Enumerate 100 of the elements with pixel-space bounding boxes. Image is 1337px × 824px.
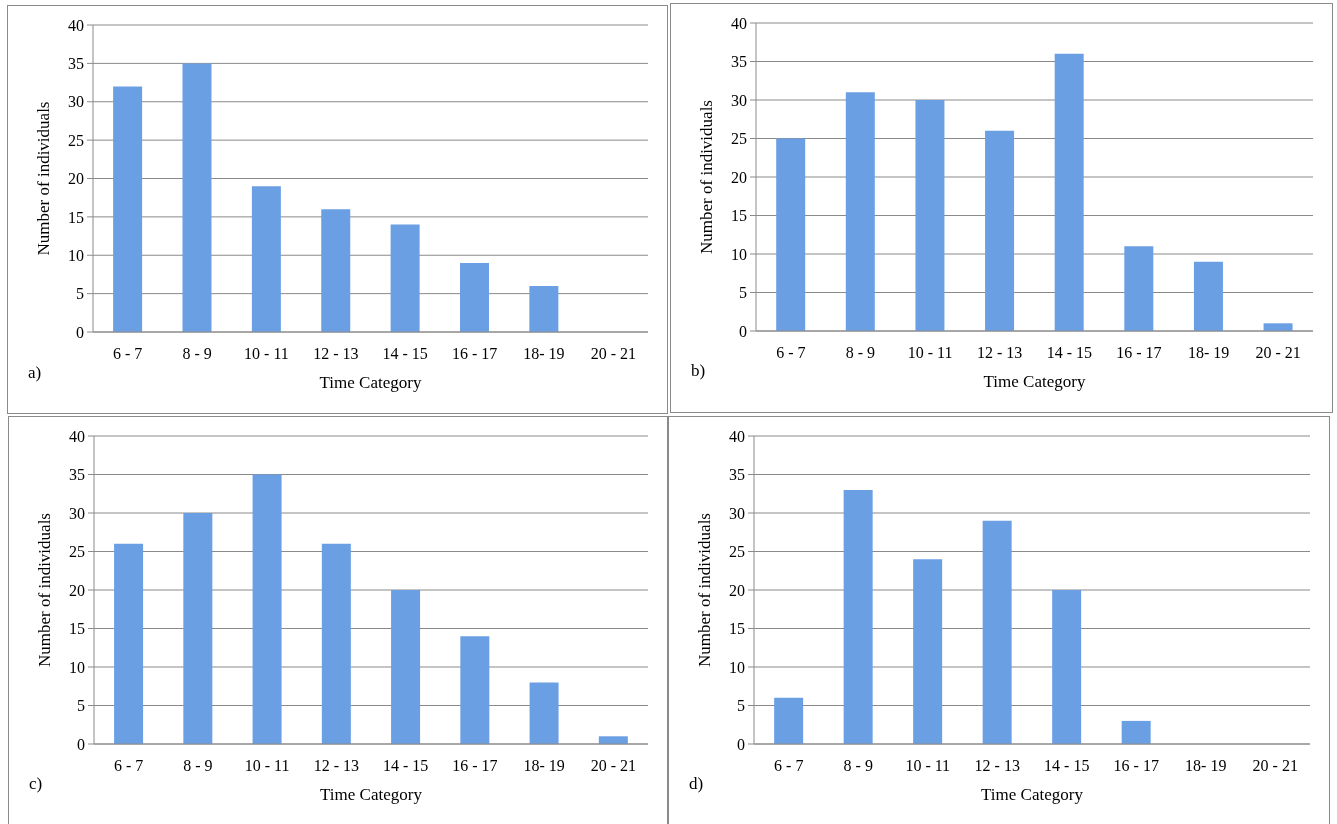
y-tick-label: 5 — [76, 285, 84, 303]
y-tick-label: 35 — [729, 466, 745, 484]
bar — [843, 489, 873, 744]
y-tick-label: 0 — [76, 323, 84, 341]
y-tick-label: 10 — [68, 246, 84, 264]
bar — [114, 543, 144, 744]
x-tick-label: 6 - 7 — [774, 757, 804, 775]
y-axis-title: Number of individuals — [696, 100, 716, 254]
x-axis-title: Time Category — [981, 785, 1084, 804]
y-tick-label: 20 — [729, 581, 745, 599]
y-tick-label: 40 — [69, 427, 85, 445]
x-tick-label: 20 - 21 — [1255, 344, 1301, 362]
bar — [985, 130, 1015, 331]
x-tick-label: 12 - 13 — [313, 345, 359, 363]
bar — [251, 186, 281, 332]
y-tick-label: 10 — [729, 658, 745, 676]
x-tick-label: 10 - 11 — [905, 757, 951, 775]
y-tick-label: 10 — [731, 245, 747, 263]
bar — [529, 285, 559, 332]
x-tick-label: 6 - 7 — [776, 344, 806, 362]
bar — [598, 736, 628, 744]
y-tick-label: 20 — [731, 168, 747, 186]
x-axis-title: Time Category — [319, 373, 422, 392]
y-tick-label: 35 — [731, 53, 747, 71]
x-axis-title: Time Category — [320, 785, 423, 804]
x-tick-label: 12 - 13 — [974, 757, 1020, 775]
bar — [915, 100, 945, 331]
y-axis-title: Number of individuals — [33, 101, 53, 256]
x-tick-label: 16 - 17 — [451, 345, 498, 363]
x-tick-label: 14 - 15 — [382, 757, 429, 775]
x-tick-label: 10 - 11 — [244, 757, 290, 775]
y-tick-label: 40 — [68, 16, 84, 34]
x-tick-label: 8 - 9 — [183, 757, 213, 775]
y-tick-label: 30 — [68, 93, 84, 111]
x-tick-label: 20 - 21 — [590, 345, 636, 363]
y-axis-title: Number of individuals — [34, 513, 54, 667]
x-tick-label: 18- 19 — [1187, 344, 1230, 362]
y-tick-label: 25 — [731, 130, 747, 148]
text: c) — [29, 774, 43, 794]
y-tick-label: 0 — [739, 322, 747, 340]
bar — [913, 559, 943, 744]
y-tick-label: 0 — [77, 735, 85, 753]
bar — [391, 590, 421, 744]
y-tick-label: 30 — [731, 91, 747, 109]
x-tick-label: 14 - 15 — [1044, 757, 1090, 775]
y-tick-label: 40 — [729, 427, 745, 445]
y-tick-label: 35 — [69, 466, 85, 484]
x-tick-label: 20 - 21 — [590, 757, 637, 775]
y-tick-label: 25 — [68, 131, 84, 149]
x-tick-label: 10 - 11 — [907, 344, 953, 362]
bar — [460, 636, 490, 744]
text: a) — [28, 363, 42, 383]
x-tick-label: 12 - 13 — [313, 757, 360, 775]
x-axis-title: Time Category — [983, 372, 1086, 391]
y-tick-label: 25 — [729, 543, 745, 561]
bar — [1193, 261, 1223, 331]
y-tick-label: 20 — [68, 170, 84, 188]
bar — [529, 682, 559, 744]
y-tick-label: 15 — [729, 620, 745, 638]
y-tick-label: 5 — [737, 697, 745, 715]
bar — [1263, 323, 1293, 331]
bar — [1124, 246, 1154, 331]
y-tick-label: 10 — [69, 658, 85, 676]
y-tick-label: 0 — [737, 735, 745, 753]
x-tick-label: 8 - 9 — [843, 757, 873, 775]
bar — [183, 513, 213, 744]
x-tick-label: 6 - 7 — [113, 757, 144, 775]
y-tick-label: 15 — [69, 620, 85, 638]
x-tick-label: 10 - 11 — [244, 345, 289, 363]
x-tick-label: 16 - 17 — [1113, 757, 1159, 775]
y-tick-label: 5 — [739, 284, 747, 302]
text: b) — [691, 361, 706, 381]
y-tick-label: 15 — [68, 208, 84, 226]
y-tick-label: 20 — [69, 581, 85, 599]
bar — [1052, 590, 1082, 744]
bar — [982, 520, 1012, 744]
x-tick-label: 14 - 15 — [1046, 344, 1092, 362]
x-tick-label: 18- 19 — [523, 757, 565, 775]
x-tick-label: 6 - 7 — [113, 345, 143, 363]
y-tick-label: 40 — [731, 14, 747, 32]
y-tick-label: 5 — [77, 697, 85, 715]
x-tick-label: 8 - 9 — [845, 344, 876, 362]
bar — [1121, 720, 1151, 744]
x-tick-label: 20 - 21 — [1252, 757, 1298, 775]
x-tick-label: 18- 19 — [523, 345, 565, 363]
y-tick-label: 35 — [68, 55, 84, 73]
bar — [774, 697, 804, 744]
bar — [459, 262, 489, 332]
bar — [113, 86, 143, 332]
y-tick-label: 15 — [731, 207, 747, 225]
bar — [252, 474, 282, 744]
x-tick-label: 16 - 17 — [1116, 344, 1162, 362]
y-tick-label: 25 — [69, 543, 85, 561]
x-tick-label: 12 - 13 — [977, 344, 1023, 362]
text: d) — [689, 774, 704, 794]
bar — [182, 63, 212, 332]
x-tick-label: 18- 19 — [1185, 757, 1227, 775]
bar — [321, 543, 351, 744]
x-tick-label: 16 - 17 — [452, 757, 498, 775]
y-axis-title: Number of individuals — [694, 513, 714, 667]
